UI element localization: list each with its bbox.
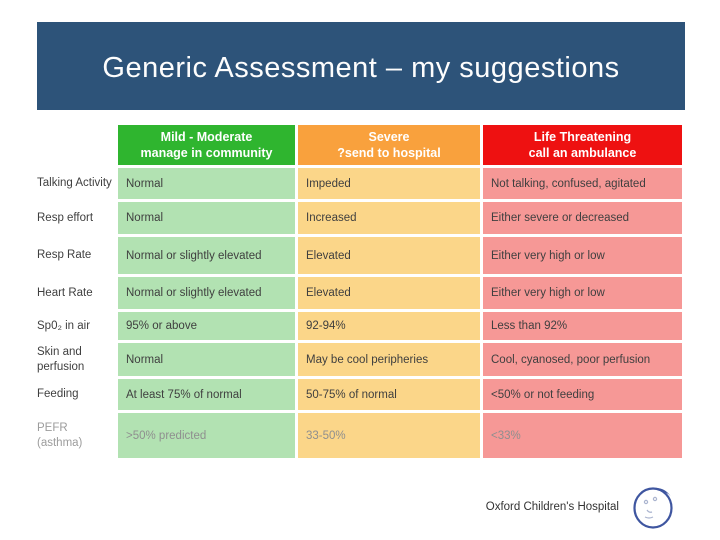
cell-severe: 92-94%	[298, 312, 480, 340]
cell-severe: Elevated	[298, 277, 480, 309]
cell-life: <33%	[483, 413, 682, 458]
header-spacer	[37, 125, 115, 165]
cell-mild: Normal	[118, 202, 295, 234]
row-label-skin-and-perfusion: Skin and perfusion	[37, 343, 115, 376]
cell-severe: May be cool peripheries	[298, 343, 480, 376]
column-header-severe: Severe ?send to hospital	[298, 125, 480, 165]
cell-severe: 33-50%	[298, 413, 480, 458]
cell-life: <50% or not feeding	[483, 379, 682, 410]
footer-hospital-name: Oxford Children's Hospital	[485, 501, 619, 513]
header-line1: Life Threatening	[533, 129, 632, 144]
row-label-pefr-asthma: PEFR (asthma)	[37, 413, 115, 458]
cell-severe: Impeded	[298, 168, 480, 199]
header-line1: Mild - Moderate	[160, 129, 253, 144]
column-header-life-threatening: Life Threatening call an ambulance	[483, 125, 682, 165]
child-face-sketch-icon	[633, 487, 673, 529]
row-label-heart-rate: Heart Rate	[37, 277, 115, 309]
slide-title: Generic Assessment – my suggestions	[102, 52, 620, 84]
assessment-table: Mild - Moderate manage in community Seve…	[37, 125, 682, 458]
cell-mild: Normal	[118, 168, 295, 199]
row-label-resp-rate: Resp Rate	[37, 237, 115, 274]
row-label-spo2-in-air: Sp0₂ in air	[37, 312, 115, 340]
cell-mild: 95% or above	[118, 312, 295, 340]
cell-severe: Increased	[298, 202, 480, 234]
row-label-resp-effort: Resp effort	[37, 202, 115, 234]
header-line2: manage in community	[140, 146, 273, 160]
cell-life: Less than 92%	[483, 312, 682, 340]
cell-severe: 50-75% of normal	[298, 379, 480, 410]
cell-mild: Normal or slightly elevated	[118, 237, 295, 274]
header-line2: ?send to hospital	[337, 146, 441, 160]
cell-life: Either very high or low	[483, 277, 682, 309]
cell-severe: Elevated	[298, 237, 480, 274]
column-header-mild: Mild - Moderate manage in community	[118, 125, 295, 165]
title-banner: Generic Assessment – my suggestions	[37, 22, 685, 110]
row-label-feeding: Feeding	[37, 379, 115, 410]
cell-life: Cool, cyanosed, poor perfusion	[483, 343, 682, 376]
header-line2: call an ambulance	[528, 146, 637, 160]
cell-mild: Normal or slightly elevated	[118, 277, 295, 309]
footer: Oxford Children's Hospital	[486, 484, 676, 530]
cell-mild: Normal	[118, 343, 295, 376]
header-line1: Severe	[368, 129, 410, 144]
cell-mild: At least 75% of normal	[118, 379, 295, 410]
cell-mild: >50% predicted	[118, 413, 295, 458]
cell-life: Either severe or decreased	[483, 202, 682, 234]
cell-life: Either very high or low	[483, 237, 682, 274]
row-label-talking-activity: Talking Activity	[37, 168, 115, 199]
cell-life: Not talking, confused, agitated	[483, 168, 682, 199]
